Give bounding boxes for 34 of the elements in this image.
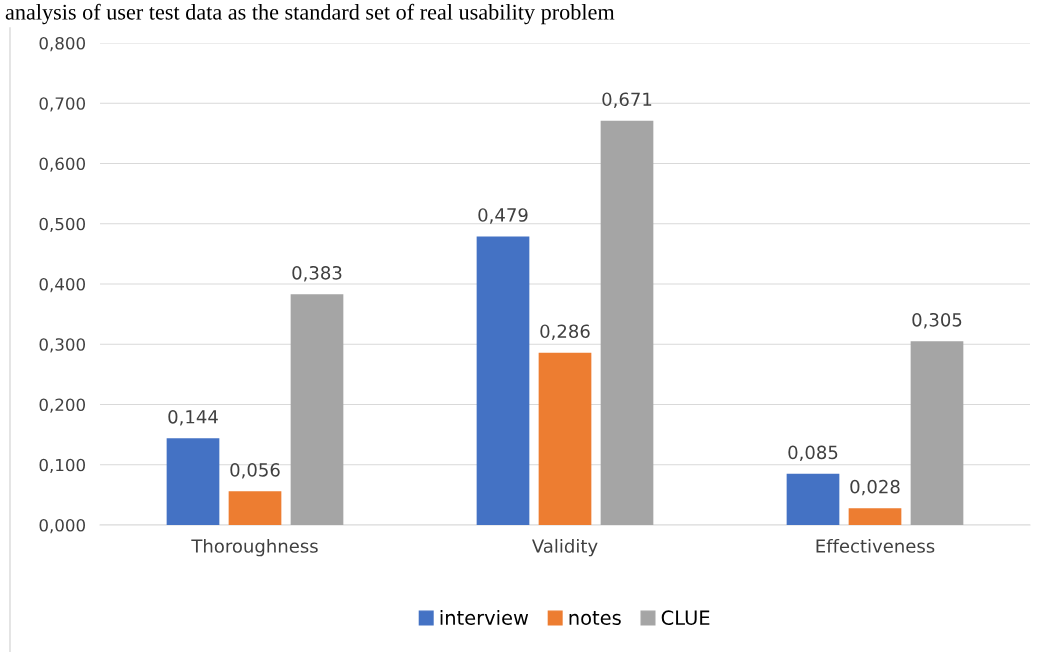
bar: [538, 352, 592, 525]
text: analysis of user test data as the standard set of real usability problem: [5, 3, 615, 25]
y-tick-label: 0,400: [39, 277, 85, 293]
data-label: 0,479: [478, 208, 528, 224]
bar: [786, 473, 840, 525]
bar: [166, 438, 220, 525]
data-label: 0,056: [230, 462, 280, 479]
bar: [848, 508, 902, 525]
y-tick-label: 0,300: [39, 338, 85, 353]
y-tick-label: 0,700: [39, 97, 85, 112]
y-tick-label: 0,500: [39, 217, 85, 233]
data-label: 0,383: [292, 265, 342, 282]
data-label: 0,144: [168, 409, 218, 426]
y-tick-label: 0,200: [39, 398, 85, 413]
bar: [600, 120, 654, 525]
y-tick-label: 0,600: [39, 157, 85, 172]
x-tick-label: Thoroughness: [191, 538, 318, 557]
legend-label: notes: [569, 611, 621, 626]
bar: [476, 236, 530, 525]
data-label: 0,028: [850, 479, 900, 496]
bar: [228, 491, 282, 525]
y-tick-label: 0,800: [39, 36, 85, 52]
bar: [290, 294, 344, 525]
y-tick-label: 0,100: [39, 458, 85, 474]
x-tick-label: Effectiveness: [816, 538, 935, 553]
legend-label: CLUE: [661, 610, 710, 626]
bar: [910, 341, 964, 525]
data-label: 0,286: [540, 324, 590, 340]
data-label: 0,085: [788, 445, 838, 462]
x-tick-label: Validity: [531, 538, 598, 557]
y-tick-label: 0,000: [39, 518, 85, 534]
legend-label: interview: [440, 609, 529, 626]
data-label: 0,671: [602, 92, 652, 108]
data-label: 0,305: [912, 312, 962, 329]
